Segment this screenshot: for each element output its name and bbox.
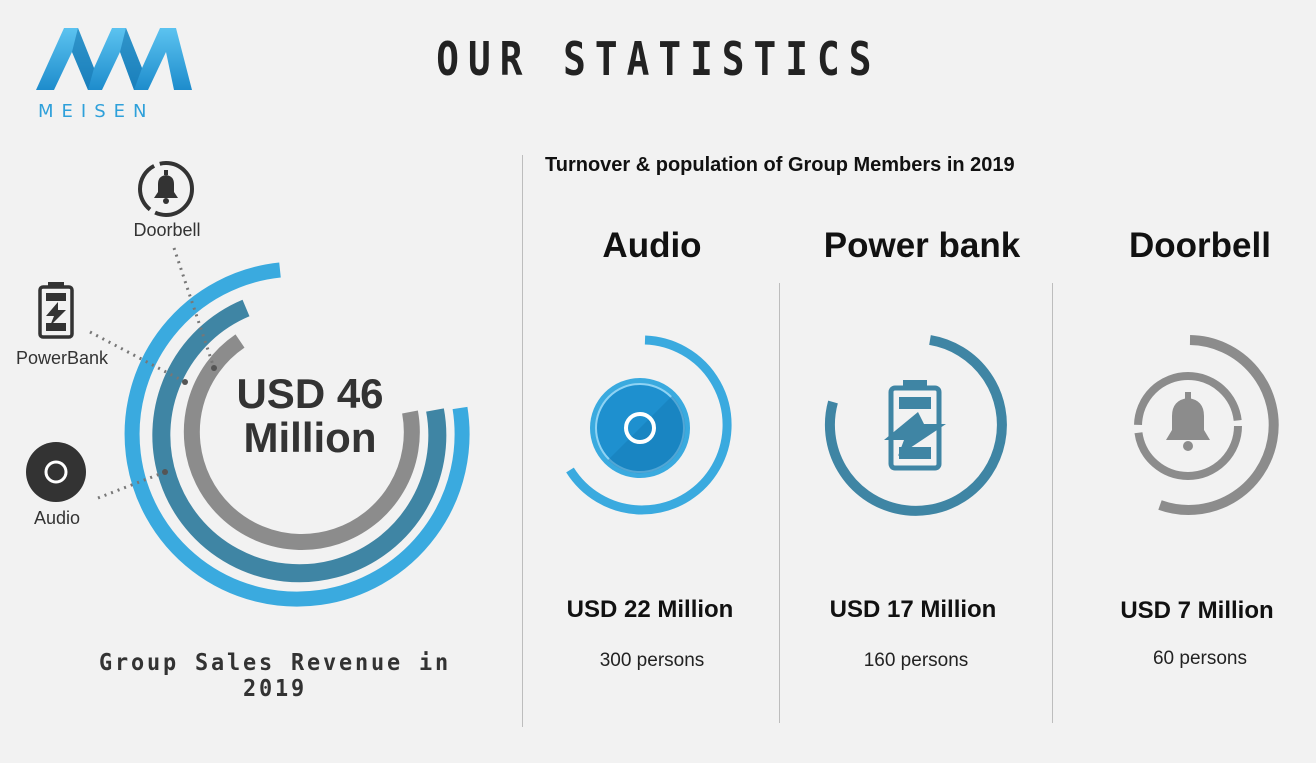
- bell-icon: [1166, 392, 1210, 451]
- divider-col-2: [1052, 283, 1053, 723]
- column-title-doorbell: Doorbell: [1129, 226, 1271, 265]
- ring-powerbank: [152, 299, 447, 583]
- column-title-powerbank: Power bank: [823, 226, 1021, 265]
- battery-charging-icon: [884, 380, 946, 471]
- column-title-audio: Audio: [602, 226, 702, 265]
- total-revenue-line1: USD 46: [236, 370, 384, 417]
- powerbank-ring-chart: [824, 335, 1007, 516]
- logo-text: MEISEN: [38, 101, 155, 122]
- bell-icon: [138, 161, 194, 217]
- doorbell-ring-chart: [1134, 335, 1279, 515]
- column-count-powerbank: 160 persons: [863, 650, 969, 671]
- column-value-powerbank: USD 17 Million: [829, 596, 997, 623]
- battery-charging-icon: [38, 282, 74, 339]
- audio-disc-icon: [590, 378, 690, 478]
- column-count-audio: 300 persons: [599, 650, 705, 671]
- left-footer-caption: Group Sales Revenue in 2019: [98, 650, 452, 702]
- total-revenue-value: USD 46 Million: [210, 372, 410, 460]
- column-value-doorbell: USD 7 Million: [1120, 597, 1274, 624]
- left-label-doorbell: Doorbell: [133, 220, 201, 240]
- left-label-powerbank: PowerBank: [15, 348, 109, 368]
- divider-col-1: [779, 283, 780, 723]
- column-count-doorbell: 60 persons: [1152, 648, 1247, 669]
- section-title: Turnover & population of Group Members i…: [545, 154, 1015, 176]
- page-title: OUR STATISTICS: [436, 32, 881, 86]
- divider-main: [522, 155, 523, 727]
- total-revenue-line2: Million: [243, 414, 377, 461]
- audio-ring-chart: [566, 335, 732, 515]
- audio-disc-icon: [26, 442, 86, 502]
- ring-audio: [124, 262, 470, 607]
- revenue-ring-chart: [26, 161, 470, 607]
- column-value-audio: USD 22 Million: [566, 596, 734, 623]
- ring-doorbell: [183, 334, 420, 550]
- meisen-logo-icon: [36, 28, 192, 90]
- left-label-audio: Audio: [33, 508, 81, 528]
